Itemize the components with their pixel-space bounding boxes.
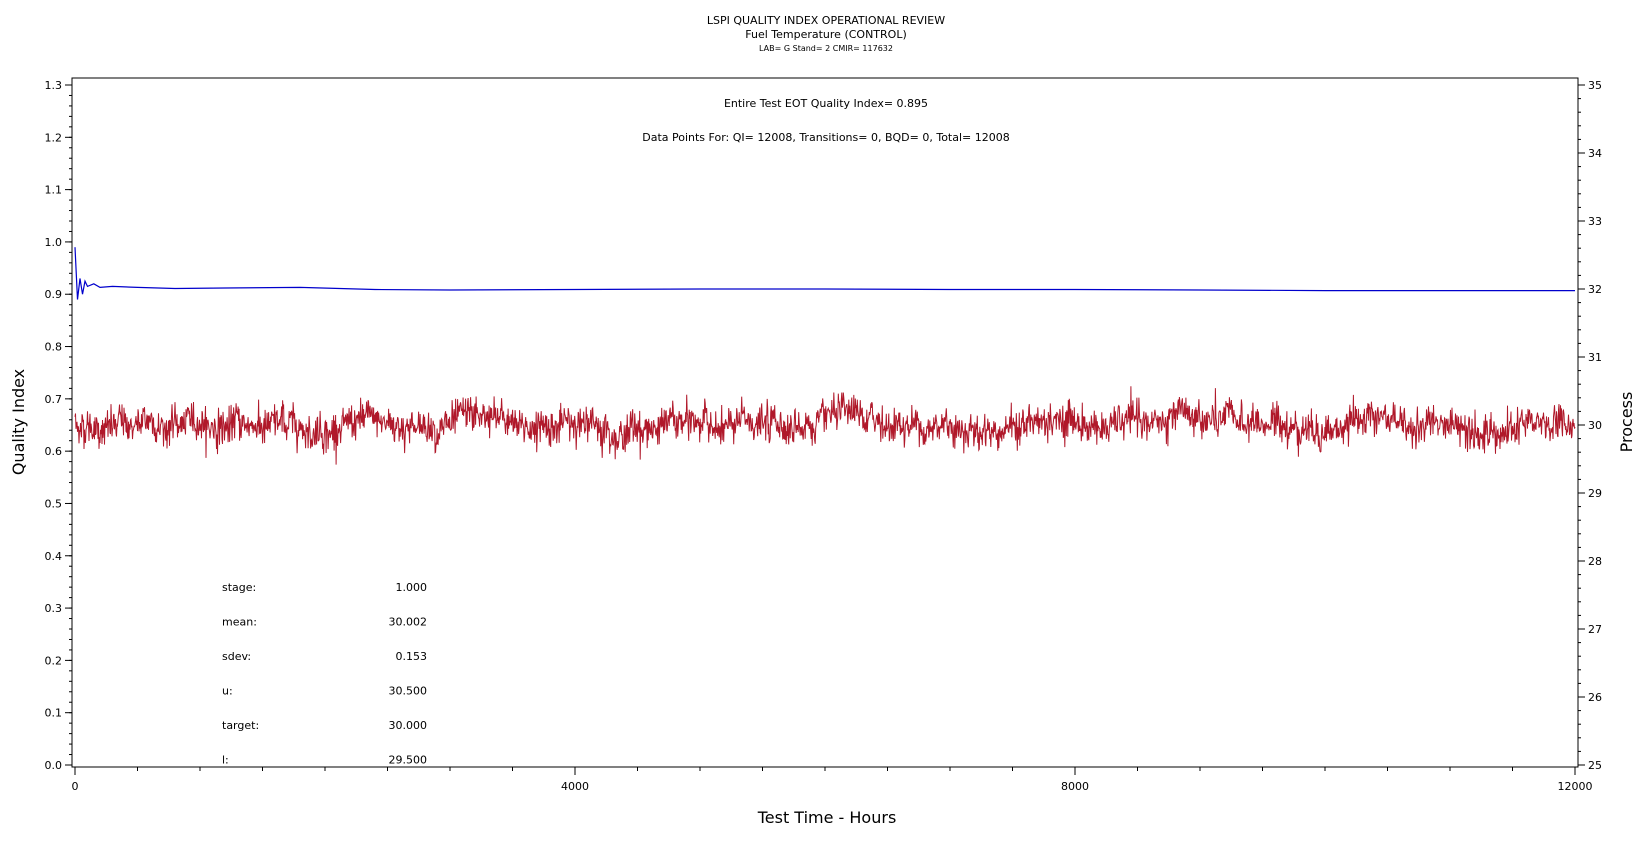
series-process: [74, 386, 1576, 465]
y-right-tick-label: 26: [1588, 691, 1602, 704]
chart-title: LSPI QUALITY INDEX OPERATIONAL REVIEW: [707, 14, 945, 27]
x-tick-label: 0: [72, 780, 79, 793]
y-right-tick-label: 33: [1588, 215, 1602, 228]
stat-value: 0.153: [396, 650, 428, 663]
data-points-annotation: Data Points For: QI= 12008, Transitions=…: [642, 131, 1010, 144]
x-tick-label: 12000: [1558, 780, 1593, 793]
y-tick-label: 0.4: [45, 550, 63, 563]
y-right-tick-label: 30: [1588, 419, 1602, 432]
chart-subtitle-2: LAB= G Stand= 2 CMIR= 117632: [759, 44, 893, 53]
series-quality-index: [74, 247, 1575, 300]
y-tick-label: 0.1: [45, 707, 63, 720]
y-tick-label: 0.8: [45, 341, 63, 354]
stat-value: 30.000: [389, 719, 428, 732]
y-right-tick-label: 29: [1588, 487, 1602, 500]
stat-label: l:: [222, 754, 229, 767]
stat-value: 1.000: [396, 581, 428, 594]
y-tick-label: 0.6: [45, 445, 63, 458]
y-right-tick-label: 25: [1588, 759, 1602, 772]
x-axis-label: Test Time - Hours: [757, 808, 897, 827]
stat-value: 30.500: [389, 685, 428, 698]
y-right-tick-label: 35: [1588, 79, 1602, 92]
x-tick-label: 8000: [1061, 780, 1089, 793]
stats-table: stage: 1.000 mean: 30.002 sdev: 0.153 u: 30.500…: [222, 581, 427, 767]
chart-subtitle: Fuel Temperature (CONTROL): [745, 28, 907, 41]
stat-label: u:: [222, 685, 233, 698]
y-tick-label: 0.7: [45, 393, 63, 406]
y-right-tick-label: 28: [1588, 555, 1602, 568]
stat-label: target:: [222, 719, 259, 732]
stat-value: 30.002: [389, 616, 428, 629]
y-axis-label: Quality Index: [9, 369, 28, 475]
x-tick-label: 4000: [561, 780, 589, 793]
y-tick-label: 0.0: [45, 759, 63, 772]
y-right-tick-label: 27: [1588, 623, 1602, 636]
y-right-tick-label: 34: [1588, 147, 1602, 160]
y-axis-ticks: 0.0 0.1 0.2 0.3 0.4 0.5 0.6 0.7 0.8 0.9 1.0 1.1 1.2 1…: [45, 79, 72, 772]
y-tick-label: 0.2: [45, 654, 63, 667]
y-right-axis-ticks: 25 26 27 28 29 30 31 32 33 34 35: [1578, 79, 1602, 772]
stat-value: 29.500: [389, 754, 428, 767]
process-line: [74, 386, 1576, 465]
stat-label: stage:: [222, 581, 256, 594]
y-tick-label: 1.1: [45, 184, 63, 197]
y-tick-label: 1.0: [45, 236, 63, 249]
y-right-tick-label: 32: [1588, 283, 1602, 296]
y-tick-label: 1.3: [45, 79, 63, 92]
y-right-tick-label: 31: [1588, 351, 1602, 364]
quality-index-line: [74, 247, 1575, 300]
x-axis-ticks: 0 4000 8000 12000: [72, 767, 1593, 793]
y-right-axis-label: Process: [1617, 392, 1636, 453]
y-tick-label: 0.3: [45, 602, 63, 615]
y-tick-label: 0.5: [45, 497, 63, 510]
stat-label: mean:: [222, 616, 257, 629]
y-tick-label: 0.9: [45, 288, 63, 301]
y-tick-label: 1.2: [45, 131, 63, 144]
quality-index-annotation: Entire Test EOT Quality Index= 0.895: [724, 97, 928, 110]
stat-label: sdev:: [222, 650, 251, 663]
